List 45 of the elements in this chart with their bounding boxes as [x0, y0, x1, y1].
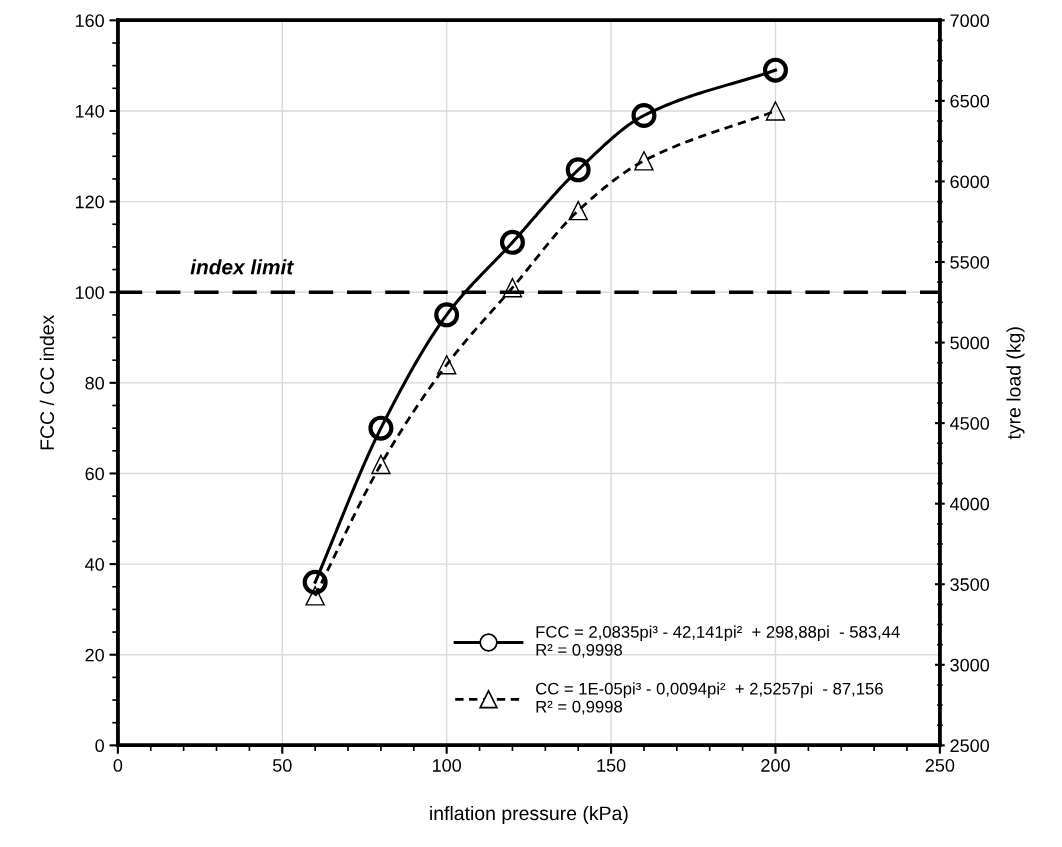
y-tick-label: 120: [75, 195, 104, 209]
x-tick-label: 200: [761, 759, 790, 772]
point: [762, 57, 788, 83]
x-tick-label: 100: [432, 759, 462, 772]
y-axis-title: FCC / CC index: [39, 314, 55, 450]
point: [765, 101, 786, 121]
ref-line-label: index limit: [190, 259, 294, 275]
y2-tick-label: 3500: [950, 578, 990, 591]
y-tick-label: 0: [95, 739, 104, 753]
y-tick-label: 20: [85, 648, 104, 662]
point: [305, 586, 325, 606]
y-tick-label: 140: [75, 104, 104, 118]
point: [565, 157, 591, 183]
y2-tick-label: 4500: [950, 417, 990, 430]
point: [371, 454, 391, 475]
y2-axis-title: tyre load (kg): [1006, 327, 1025, 440]
y2-tick-label: 7000: [950, 14, 990, 28]
y-tick-label: 100: [75, 286, 104, 299]
point: [436, 354, 457, 375]
point: [368, 415, 394, 441]
legend-label: FCC = 2,0835pi³ - 42,141pi² + 298,88pi - 583,44 R² = 0,9998: [536, 625, 900, 658]
legend-label: CC = 1E-05pi³ - 0,0094pi² + 2,5257pi - 87,156 R² = 0,9998: [536, 682, 883, 715]
y2-tick-label: 6000: [950, 175, 990, 189]
y2-tick-label: 5000: [950, 336, 990, 350]
y2-tick-label: 4000: [950, 497, 990, 511]
point: [499, 229, 525, 255]
y-tick-label: 160: [75, 14, 104, 28]
y-tick-label: 40: [85, 558, 104, 571]
x-tick-label: 250: [925, 759, 955, 772]
point: [631, 102, 657, 128]
x-tick-label: 50: [272, 759, 292, 772]
y2-tick-label: 6500: [950, 94, 990, 108]
x-tick-label: 150: [597, 759, 626, 772]
point: [302, 569, 328, 595]
y2-tick-label: 5500: [950, 255, 990, 269]
point: [434, 302, 460, 328]
x-axis-title: inflation pressure (kPa): [430, 805, 628, 825]
point: [634, 151, 654, 171]
y-tick-label: 60: [85, 467, 104, 481]
x-tick-label: 0: [113, 759, 123, 772]
y2-tick-label: 2500: [950, 739, 990, 753]
y-tick-label: 80: [85, 376, 104, 390]
point: [568, 200, 588, 221]
point: [502, 277, 523, 298]
y2-tick-label: 3000: [950, 658, 990, 672]
